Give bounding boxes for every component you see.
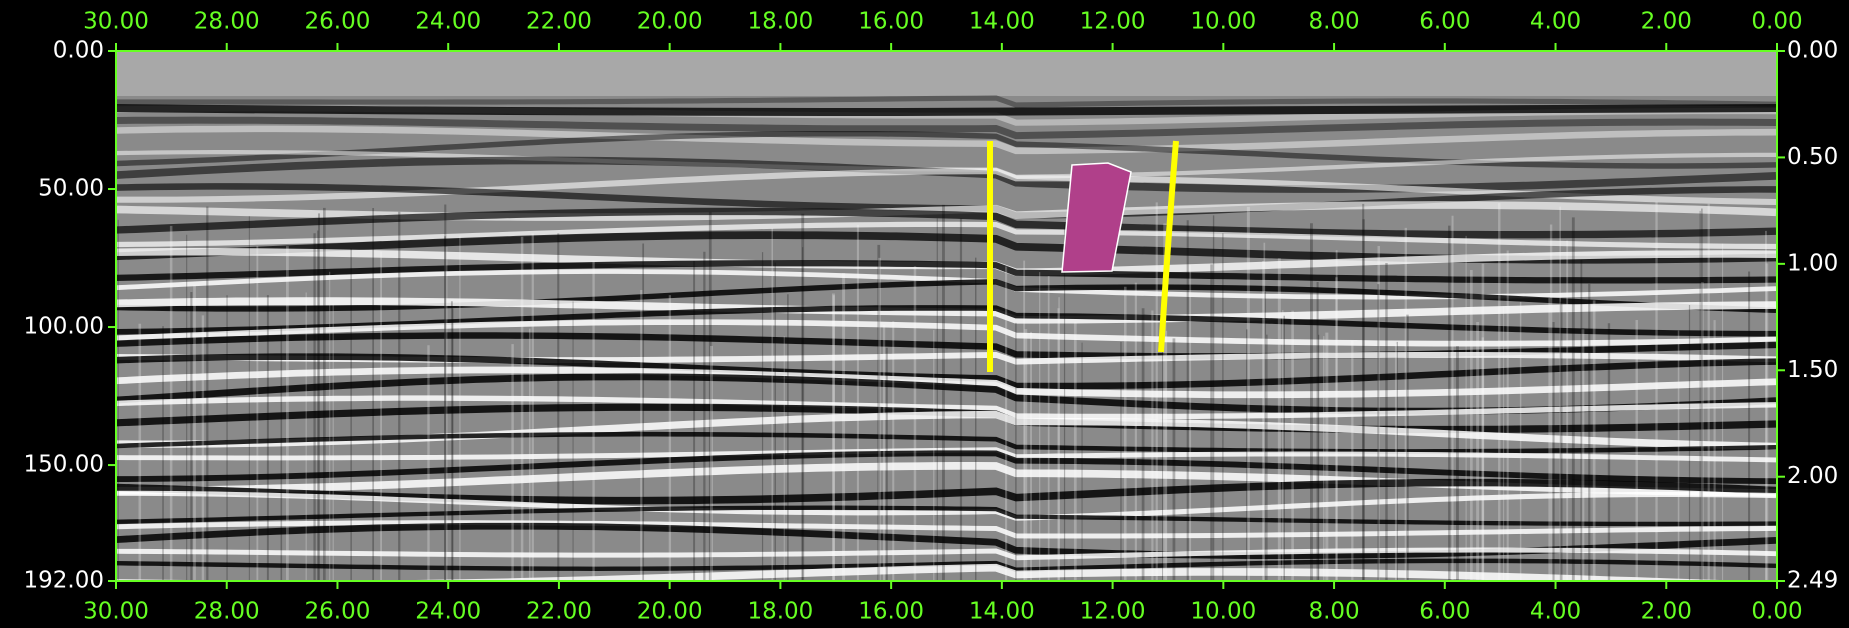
x-tick-label: 4.00 xyxy=(1530,599,1581,625)
x-tick-label: 22.00 xyxy=(526,599,592,625)
x-tick-label: 14.00 xyxy=(969,599,1035,625)
x-tick-label: 22.00 xyxy=(526,9,592,35)
y-tick-label: 192.00 xyxy=(24,568,104,594)
y-tick-label: 0.00 xyxy=(53,38,104,64)
y2-tick-label: 2.00 xyxy=(1787,463,1838,489)
y2-tick-label: 1.50 xyxy=(1787,357,1838,383)
x-tick-label: 0.00 xyxy=(1751,9,1802,35)
x-tick-label: 16.00 xyxy=(858,9,924,35)
x-tick-label: 18.00 xyxy=(747,9,813,35)
x-tick-label: 10.00 xyxy=(1190,599,1256,625)
x-tick-label: 26.00 xyxy=(305,9,371,35)
y-tick-label: 100.00 xyxy=(24,314,104,340)
x-tick-label: 8.00 xyxy=(1308,599,1359,625)
radargram-image xyxy=(116,51,1777,586)
x-tick-label: 14.00 xyxy=(969,9,1035,35)
x-tick-label: 16.00 xyxy=(858,599,924,625)
x-tick-label: 28.00 xyxy=(194,599,260,625)
x-tick-label: 18.00 xyxy=(747,599,813,625)
y-tick-label: 50.00 xyxy=(38,176,104,202)
y2-tick-label: 2.49 xyxy=(1787,568,1838,594)
x-tick-label: 24.00 xyxy=(415,599,481,625)
x-tick-label: 0.00 xyxy=(1751,599,1802,625)
radargram-view: 30.00 30.00 28.00 28.00 26.00 26.00 24.00 24.00… xyxy=(0,0,1849,628)
page: 30.00 30.00 28.00 28.00 26.00 26.00 24.00 24.00… xyxy=(0,0,1849,628)
x-tick-label: 30.00 xyxy=(83,9,149,35)
x-tick-label: 10.00 xyxy=(1190,9,1256,35)
surface-reflection xyxy=(116,108,1777,112)
x-tick-label: 6.00 xyxy=(1419,9,1470,35)
x-tick-label: 26.00 xyxy=(305,599,371,625)
x-tick-label: 30.00 xyxy=(83,599,149,625)
x-tick-label: 8.00 xyxy=(1308,9,1359,35)
y2-tick-label: 1.00 xyxy=(1787,250,1838,276)
x-tick-label: 12.00 xyxy=(1080,9,1146,35)
x-tick-label: 4.00 xyxy=(1530,9,1581,35)
x-tick-label: 2.00 xyxy=(1641,599,1692,625)
x-tick-label: 24.00 xyxy=(415,9,481,35)
x-tick-label: 2.00 xyxy=(1641,9,1692,35)
x-tick-label: 12.00 xyxy=(1080,599,1146,625)
x-tick-label: 6.00 xyxy=(1419,599,1470,625)
x-tick-label: 20.00 xyxy=(637,599,703,625)
x-tick-label: 20.00 xyxy=(637,9,703,35)
x-tick-label: 28.00 xyxy=(194,9,260,35)
y2-tick-label: 0.00 xyxy=(1787,38,1838,64)
y-tick-label: 150.00 xyxy=(24,452,104,478)
y2-tick-label: 0.50 xyxy=(1787,144,1838,170)
